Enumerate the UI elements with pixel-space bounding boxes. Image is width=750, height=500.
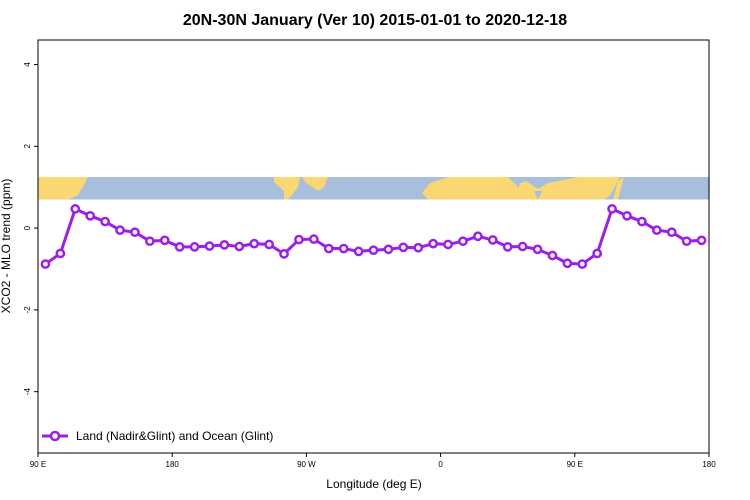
x-axis-label: Longitude (deg E) [326,477,421,491]
data-point [279,249,289,259]
data-point [622,210,632,221]
data-point [517,241,528,252]
data-point [547,250,558,261]
data-point [383,244,394,255]
legend-label: Land (Nadir&Glint) and Ocean (Glint) [76,429,273,443]
y-axis: 4 2 0 -2 -4 [23,62,38,395]
x-tick-label: 180 [702,460,716,469]
map-land-1 [274,176,300,200]
data-point [413,242,424,253]
data-point [458,236,468,247]
data-point [443,239,453,250]
map-gulf [514,176,522,189]
x-tick-label: 90 E [567,460,583,469]
data-point [130,227,140,238]
series-line [44,207,702,266]
data-point [577,259,588,269]
data-point [353,246,364,257]
x-tick-label: 0 [438,460,443,469]
data-point [70,204,81,214]
data-point [607,204,617,214]
x-tick-label: 90 W [297,460,316,469]
y-axis-label: XCO2 - MLO trend (ppm) [0,179,13,314]
data-point [562,258,573,269]
data-point [592,248,603,259]
plot-frame [37,39,710,454]
data-point [100,216,110,227]
data-point [473,231,483,242]
map-land-2 [302,176,328,191]
data-point [309,234,319,244]
data-point [174,242,185,252]
data-point [428,238,438,249]
map-land-3 [422,176,620,200]
data-point [115,225,125,235]
map-sea [534,190,542,200]
data-point [204,241,215,251]
data-point [487,235,498,245]
legend: Land (Nadir&Glint) and Ocean (Glint) [42,429,273,443]
data-point [85,210,96,221]
y-tick-label: 0 [23,225,32,230]
data-point [264,239,274,250]
series-group [40,204,707,269]
data-point [681,236,692,247]
data-point [338,243,349,254]
map-band [38,176,709,200]
data-point [368,245,379,256]
x-tick-label: 90 E [30,460,46,469]
data-point [40,259,51,269]
map-land-0 [38,176,88,200]
data-point [651,225,662,235]
y-tick-label: -2 [23,306,32,314]
data-point [219,240,230,250]
data-point [234,241,245,252]
map-land-4 [613,176,624,200]
data-point [249,238,260,249]
y-tick-label: 4 [23,62,32,67]
x-tick-label: 180 [166,460,180,469]
y-tick-label: 2 [23,144,32,149]
x-axis: 90 E 180 90 W 0 90 E 180 [30,453,716,469]
data-point [502,242,513,252]
y-tick-label: -4 [23,388,32,396]
chart-title: 20N-30N January (Ver 10) 2015-01-01 to 2… [183,12,567,29]
data-point [55,248,66,259]
data-point [666,227,677,238]
data-point [398,242,409,253]
data-point [189,242,200,252]
data-point [323,243,334,254]
legend-marker [49,430,61,442]
data-point [294,234,304,245]
data-point [144,236,155,247]
data-point [637,216,647,227]
data-point [159,235,170,246]
data-point [696,235,707,246]
data-point [532,244,543,255]
